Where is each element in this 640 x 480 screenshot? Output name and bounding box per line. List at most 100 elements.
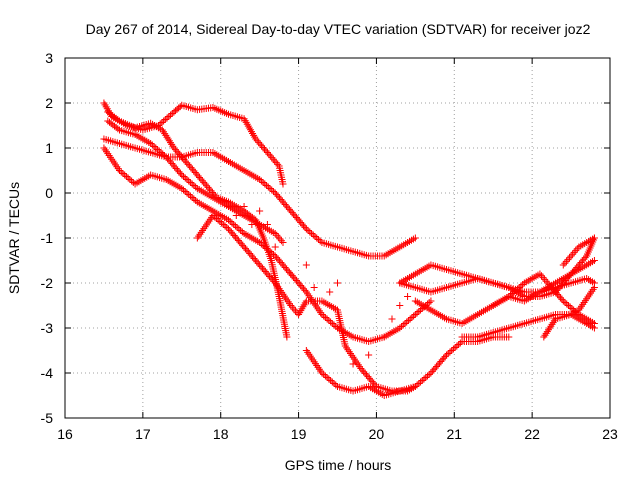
data-point <box>165 137 173 145</box>
data-point <box>406 315 414 323</box>
data-point <box>185 177 193 185</box>
data-point <box>325 317 333 324</box>
data-point <box>212 215 220 222</box>
data-point <box>388 315 396 323</box>
data-point <box>265 150 273 158</box>
plot-frame <box>64 57 611 419</box>
data-point <box>248 221 256 228</box>
data-point <box>114 125 122 133</box>
data-point <box>548 320 556 328</box>
data-point <box>116 167 123 174</box>
x-tick-label: 18 <box>213 426 229 442</box>
data-point <box>559 297 567 305</box>
data-point <box>562 257 570 265</box>
data-point <box>188 180 196 188</box>
data-point <box>380 333 388 341</box>
data-point <box>263 221 271 228</box>
data-point <box>411 311 419 318</box>
data-point <box>418 377 426 384</box>
data-point <box>330 321 338 329</box>
data-point <box>180 173 188 180</box>
data-point <box>572 247 580 255</box>
data-point <box>546 324 554 332</box>
data-point <box>188 194 196 201</box>
data-point <box>422 374 430 381</box>
data-point <box>590 234 598 242</box>
data-point <box>283 333 291 341</box>
data-marks <box>100 99 598 399</box>
data-point <box>209 212 217 219</box>
data-point <box>178 171 186 179</box>
data-point <box>186 192 194 200</box>
data-point <box>304 227 312 234</box>
data-point <box>268 186 276 194</box>
data-point <box>269 188 277 195</box>
data-point <box>256 207 264 215</box>
x-tick-label: 19 <box>291 426 307 442</box>
data-point <box>176 103 184 111</box>
data-point <box>332 381 340 389</box>
data-point <box>318 311 326 318</box>
data-point <box>160 117 168 125</box>
data-point <box>192 183 200 191</box>
data-point <box>124 174 132 182</box>
data-point <box>581 254 589 262</box>
data-point <box>279 180 287 188</box>
data-point <box>259 179 267 186</box>
series-track-l <box>489 270 598 327</box>
data-point <box>536 270 544 278</box>
data-point <box>148 141 156 149</box>
data-point <box>273 231 281 239</box>
data-point <box>420 375 428 383</box>
data-point <box>401 320 409 327</box>
x-tick-label: 21 <box>446 426 462 442</box>
data-point <box>302 261 310 269</box>
data-point <box>567 252 575 260</box>
data-point <box>164 135 172 143</box>
data-point <box>263 149 271 156</box>
data-point <box>269 155 277 163</box>
data-point <box>549 319 557 327</box>
data-point <box>263 182 271 189</box>
data-point <box>399 321 407 329</box>
data-point <box>561 259 569 267</box>
data-point <box>328 378 336 386</box>
data-point <box>274 233 282 241</box>
data-point <box>233 224 241 231</box>
data-point <box>408 314 416 321</box>
data-point <box>121 171 129 179</box>
data-point <box>413 309 421 317</box>
data-point <box>218 219 226 227</box>
chart-title: Day 267 of 2014, Sidereal Day-to-day VTE… <box>86 21 591 37</box>
data-point <box>259 143 267 151</box>
data-point <box>231 222 239 230</box>
y-tick-labels: 3 2 1 0 -1 -2 -3 -4 -5 <box>41 50 54 426</box>
data-point <box>570 248 578 256</box>
data-point <box>190 182 198 189</box>
data-point <box>258 142 266 150</box>
data-point <box>225 216 232 224</box>
data-point <box>314 236 322 243</box>
x-tick-label: 17 <box>135 426 151 442</box>
data-point <box>262 147 270 155</box>
data-point <box>559 261 567 269</box>
y-tick-label: -2 <box>41 275 54 291</box>
data-point <box>160 152 168 159</box>
series-track-m <box>540 284 598 341</box>
data-point <box>168 110 176 117</box>
data-point <box>271 157 279 165</box>
data-point <box>157 149 165 156</box>
data-point <box>167 111 175 119</box>
data-point <box>266 185 274 192</box>
data-point <box>232 212 240 219</box>
data-point <box>183 176 191 183</box>
data-point <box>542 329 550 337</box>
data-point <box>512 287 520 294</box>
data-point <box>396 324 404 332</box>
data-point <box>558 295 566 303</box>
data-point <box>396 302 404 309</box>
data-point <box>207 187 215 195</box>
data-point <box>122 173 130 180</box>
data-point <box>404 293 412 300</box>
data-point <box>270 277 278 285</box>
